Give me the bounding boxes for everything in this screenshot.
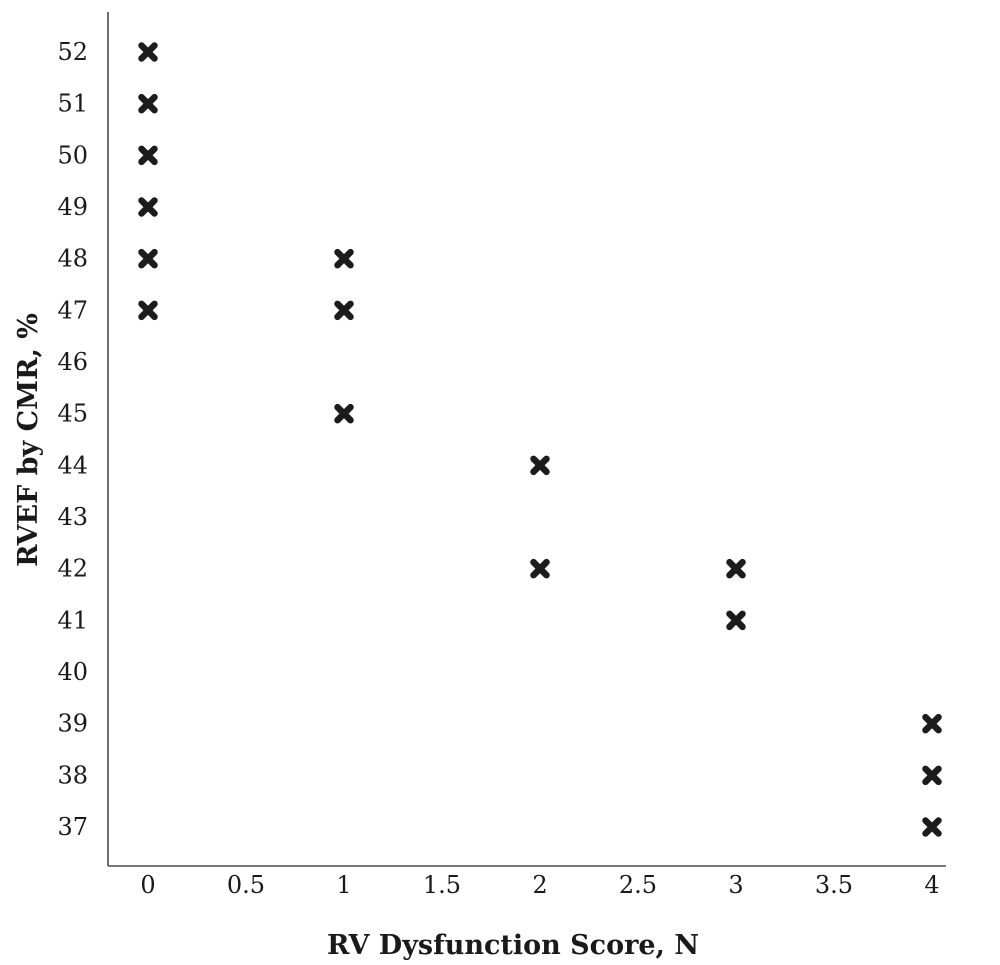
data-point <box>726 558 746 579</box>
y-tick-label: 42 <box>57 555 88 583</box>
x-tick-label: 0.5 <box>227 871 265 899</box>
y-tick-label: 43 <box>57 503 88 531</box>
y-tick-label: 52 <box>57 38 88 66</box>
x-tick-label: 0 <box>140 871 155 899</box>
y-tick-label: 40 <box>57 658 88 686</box>
y-axis-title: RVEF by CMR, % <box>13 313 44 567</box>
x-tick-labels: 0 0.5 1 1.5 2 2.5 3 3.5 4 <box>140 871 939 899</box>
y-tick-label: 47 <box>57 296 88 324</box>
data-point <box>922 765 942 786</box>
y-tick-label: 39 <box>57 710 88 738</box>
y-tick-label: 46 <box>57 348 88 376</box>
data-point <box>138 93 158 114</box>
data-point <box>138 248 158 269</box>
x-tick-label: 3 <box>728 871 743 899</box>
x-tick-label: 2 <box>532 871 547 899</box>
y-tick-label: 45 <box>57 400 88 428</box>
y-tick-labels: 37 38 39 40 41 42 43 44 45 46 47 48 49 50 51 52 <box>57 38 88 841</box>
x-tick-label: 2.5 <box>619 871 657 899</box>
y-tick-label: 50 <box>57 141 88 169</box>
data-point <box>530 558 550 579</box>
data-points <box>138 42 942 837</box>
data-point <box>922 817 942 837</box>
y-tick-label: 44 <box>57 451 88 479</box>
data-point <box>726 610 746 631</box>
y-tick-label: 38 <box>57 761 88 789</box>
data-point <box>138 42 158 62</box>
y-tick-label: 37 <box>57 813 88 841</box>
y-tick-label: 51 <box>57 90 88 118</box>
data-point <box>922 713 942 734</box>
x-tick-label: 4 <box>924 871 939 899</box>
axes <box>107 12 946 867</box>
x-tick-label: 1 <box>336 871 351 899</box>
data-point <box>530 455 550 476</box>
x-tick-label: 3.5 <box>815 871 853 899</box>
x-tick-label: 1.5 <box>423 871 461 899</box>
y-tick-label: 41 <box>57 606 88 634</box>
data-point <box>334 248 354 269</box>
data-point <box>138 145 158 166</box>
data-point <box>334 403 354 424</box>
data-point <box>334 300 354 321</box>
y-tick-label: 49 <box>57 193 88 221</box>
data-point <box>138 300 158 321</box>
y-tick-label: 48 <box>57 245 88 273</box>
data-point <box>138 197 158 217</box>
x-axis-title: RV Dysfunction Score, N <box>327 930 699 961</box>
